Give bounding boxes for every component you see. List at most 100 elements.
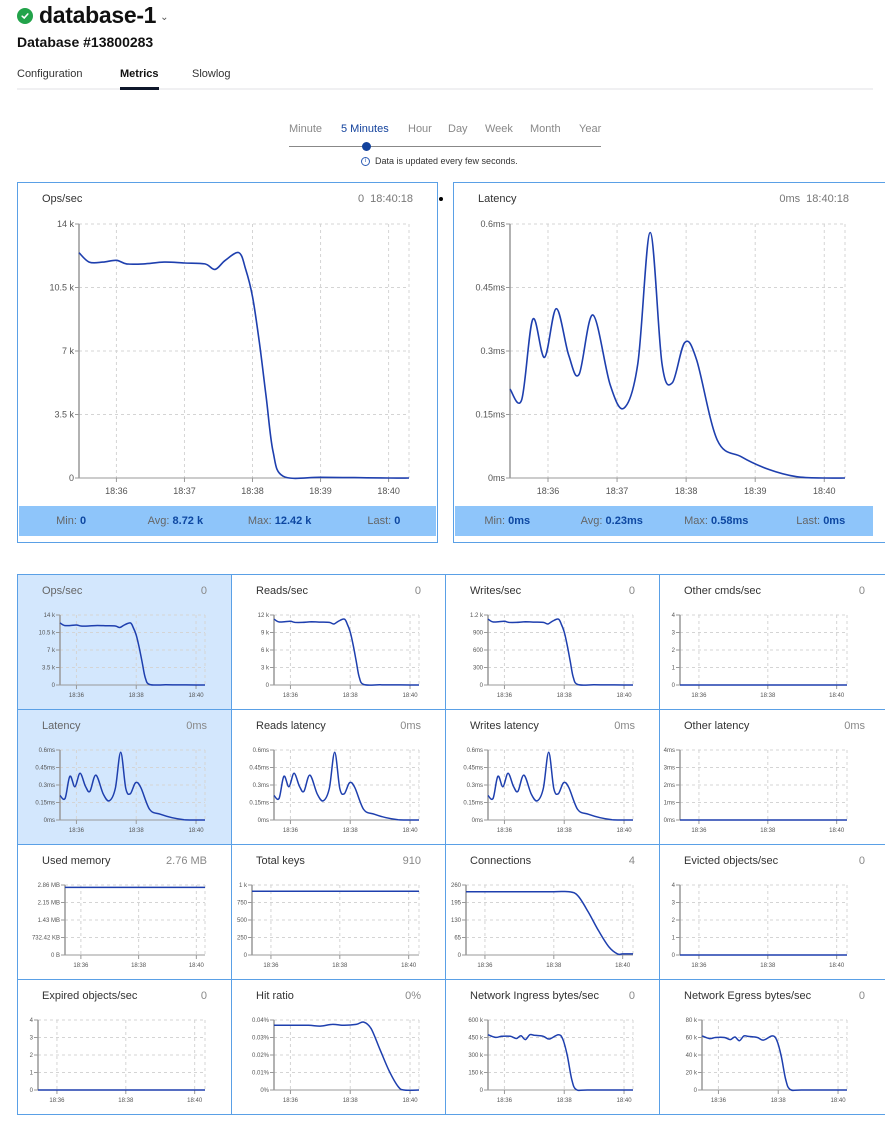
metric-chart-svg: 0 3 k 6 k 9 k 12 k 18:36 18:38 18:40 (258, 613, 420, 699)
y-tick-label: 300 k (468, 1053, 484, 1059)
database-name: database-1 (39, 2, 157, 28)
x-tick-label: 18:36 (691, 828, 707, 834)
range-5-minutes[interactable]: 5 Minutes (341, 123, 389, 135)
range-slider-handle[interactable] (362, 142, 371, 151)
metric-card[interactable]: Other latency 0ms 0ms 1ms 2ms 3ms 4ms 18:36 18:3… (659, 709, 885, 845)
y-tick-label: 0.3ms (39, 783, 55, 789)
current-time: 18:40:18 (370, 193, 413, 205)
y-tick-label: 450 k (468, 1036, 484, 1042)
metric-value: 0ms (400, 720, 421, 732)
y-tick-label: 12 k (258, 613, 270, 619)
y-tick-label: 0ms (488, 473, 506, 483)
y-tick-label: 150 k (468, 1071, 484, 1077)
tab-configuration[interactable]: Configuration (17, 68, 83, 80)
metric-chart-svg: 0 20 k 40 k 60 k 80 k 18:36 18:38 18:40 (686, 1018, 848, 1104)
metric-title: Used memory (42, 855, 111, 867)
x-tick-label: 18:40 (813, 486, 836, 496)
series-line (273, 751, 420, 821)
metric-card[interactable]: Ops/sec 0 0 3.5 k 7 k 10.5 k 14 k 18:36 18:38 18:… (17, 574, 232, 710)
y-tick-label: 0 (266, 683, 270, 689)
y-tick-label: 0.45ms (249, 766, 269, 772)
metric-card[interactable]: Connections 4 0 65 130 195 260 18:36 18:38 18:40 (445, 844, 660, 980)
metric-chart-svg: 0 1 2 3 4 18:36 18:38 18:40 (30, 1018, 206, 1104)
stats-bar: Min: 0 Avg: 8.72 k Max: 12.42 k Last: 0 (19, 506, 436, 536)
y-tick-label: 260 (451, 883, 462, 889)
tab-slowlog[interactable]: Slowlog (192, 68, 231, 80)
y-tick-label: 0.6ms (480, 219, 505, 229)
metric-card[interactable]: Expired objects/sec 0 0 1 2 3 4 18:36 18:38 18:40 (17, 979, 232, 1115)
x-tick-label: 18:40 (189, 693, 205, 699)
x-tick-label: 18:36 (283, 1098, 299, 1104)
range-week[interactable]: Week (485, 123, 513, 135)
metric-card[interactable]: Reads latency 0ms 0ms 0.15ms 0.3ms 0.45ms 0.6m… (231, 709, 446, 845)
x-tick-label: 18:38 (760, 693, 776, 699)
metric-card[interactable]: Hit ratio 0% 0% 0.01% 0.02% 0.03% 0.04% 18:36 18… (231, 979, 446, 1115)
range-slider-track[interactable] (289, 146, 601, 147)
metric-card[interactable]: Network Egress bytes/sec 0 0 20 k 40 k 60 k 80… (659, 979, 885, 1115)
latency-chart-svg: 0ms 0.15ms 0.3ms 0.45ms 0.6ms 18:36 18:37 18:38… (475, 219, 846, 496)
chart-panel-ops[interactable]: Ops/sec 0 18:40:18 0 3.5 k 7 k 10.5 k 14 k 18:… (17, 182, 438, 543)
x-tick-label: 18:40 (189, 828, 205, 834)
y-tick-label: 0ms (44, 818, 55, 824)
y-tick-label: 900 (473, 631, 484, 637)
x-tick-label: 18:40 (617, 1098, 633, 1104)
y-tick-label: 500 (237, 918, 248, 924)
metric-value: 0ms (186, 720, 207, 732)
metric-card[interactable]: Other cmds/sec 0 0 1 2 3 4 18:36 18:38 18:40 (659, 574, 885, 710)
metric-card[interactable]: Network Ingress bytes/sec 0 0 150 k 300 k 450… (445, 979, 660, 1115)
metric-card[interactable]: Total keys 910 0 250 500 750 1 k 18:36 18:38 18:4… (231, 844, 446, 980)
x-tick-label: 18:40 (617, 828, 633, 834)
stat-min: Min: 0ms (484, 515, 531, 527)
metric-card[interactable]: Writes/sec 0 0 300 600 900 1.2 k 18:36 18:38 18:4… (445, 574, 660, 710)
range-minute[interactable]: Minute (289, 123, 323, 135)
x-tick-label: 18:38 (546, 963, 562, 969)
tab-metrics[interactable]: Metrics (120, 68, 159, 90)
x-tick-label: 18:40 (615, 963, 631, 969)
metric-chart-svg: 0ms 1ms 2ms 3ms 4ms 18:36 18:38 18:40 (664, 748, 848, 834)
y-tick-label: 9 k (261, 631, 270, 637)
x-tick-label: 18:36 (69, 693, 85, 699)
y-tick-label: 1 k (239, 883, 248, 889)
x-tick-label: 18:40 (187, 1098, 203, 1104)
metric-title: Network Egress bytes/sec (684, 990, 812, 1002)
y-tick-label: 1.2 k (470, 613, 484, 619)
x-tick-label: 18:38 (343, 1098, 359, 1104)
x-tick-label: 18:40 (403, 828, 419, 834)
x-tick-label: 18:36 (497, 693, 513, 699)
x-tick-label: 18:38 (760, 828, 776, 834)
metric-title: Hit ratio (256, 990, 294, 1002)
x-tick-label: 18:36 (691, 693, 707, 699)
range-year[interactable]: Year (579, 123, 602, 135)
x-tick-label: 18:38 (129, 693, 145, 699)
y-tick-label: 7 k (47, 648, 56, 654)
metric-card[interactable]: Reads/sec 0 0 3 k 6 k 9 k 12 k 18:36 18:38 18:40 (231, 574, 446, 710)
range-month[interactable]: Month (530, 123, 561, 135)
x-tick-label: 18:38 (332, 963, 348, 969)
metric-value: 0 (200, 585, 207, 597)
y-tick-label: 1 (672, 936, 676, 942)
metric-value: 910 (402, 855, 421, 867)
info-icon: i (361, 156, 370, 166)
ops-chart-svg: 0 3.5 k 7 k 10.5 k 14 k 18:36 18:37 18:38 18:39 1… (49, 219, 410, 496)
metric-card[interactable]: Writes latency 0ms 0ms 0.15ms 0.3ms 0.45ms 0.6… (445, 709, 660, 845)
range-hour[interactable]: Hour (408, 123, 432, 135)
chart-panel-latency[interactable]: Latency 0ms 18:40:18 0ms 0.15ms 0.3ms 0.45ms… (453, 182, 885, 543)
metric-card[interactable]: Evicted objects/sec 0 0 1 2 3 4 18:36 18:38 18:40 (659, 844, 885, 980)
y-tick-label: 600 (473, 648, 484, 654)
x-tick-label: 18:38 (760, 963, 776, 969)
current-value: 0ms (779, 193, 801, 205)
metric-card[interactable]: Used memory 2.76 MB 0 B 732.42 KB 1.43 MB 2.1… (17, 844, 232, 980)
x-tick-label: 18:36 (497, 1098, 513, 1104)
range-day[interactable]: Day (448, 123, 468, 135)
y-tick-label: 0.45ms (35, 766, 55, 772)
x-tick-label: 18:36 (537, 486, 560, 496)
y-tick-label: 2 (672, 918, 676, 924)
y-tick-label: 130 (451, 918, 462, 924)
y-tick-label: 3.5 k (54, 410, 74, 420)
chevron-down-icon[interactable]: ⌄ (160, 12, 169, 23)
y-tick-label: 14 k (44, 613, 56, 619)
metric-card[interactable]: Latency 0ms 0ms 0.15ms 0.3ms 0.45ms 0.6ms 18:36… (17, 709, 232, 845)
x-tick-label: 18:40 (403, 693, 419, 699)
metric-value: 0% (405, 990, 421, 1002)
y-tick-label: 0ms (472, 818, 483, 824)
